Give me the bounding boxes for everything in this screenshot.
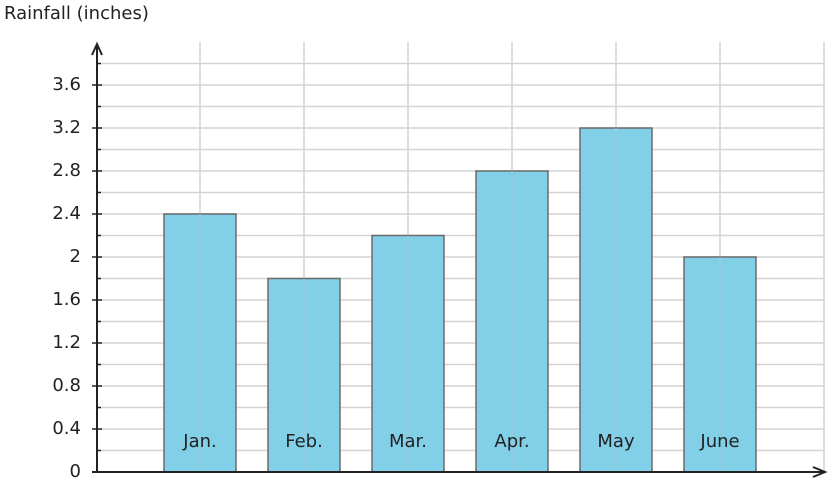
y-tick-label: 2.8	[52, 160, 81, 181]
y-axis-label: Rainfall (inches)	[4, 3, 149, 24]
x-tick-label: Jan.	[182, 431, 216, 452]
x-tick-label: Apr.	[494, 431, 529, 452]
x-tick-label: June	[699, 431, 739, 452]
y-tick-label: 0.8	[52, 375, 81, 396]
y-tick-label: 0.4	[52, 418, 81, 439]
y-tick-label: 3.6	[52, 74, 81, 95]
y-tick-label: 2	[70, 246, 81, 267]
y-tick-label: 1.2	[52, 332, 81, 353]
x-tick-label: Mar.	[389, 431, 427, 452]
y-axis-arrow	[91, 41, 103, 56]
x-tick-label: Feb.	[285, 431, 323, 452]
y-tick-label: 3.2	[52, 117, 81, 138]
y-tick-label: 0	[70, 461, 81, 482]
y-tick-label: 1.6	[52, 289, 81, 310]
y-tick-label: 2.4	[52, 203, 81, 224]
x-axis-arrow	[812, 466, 828, 478]
x-tick-label: May	[597, 431, 635, 452]
